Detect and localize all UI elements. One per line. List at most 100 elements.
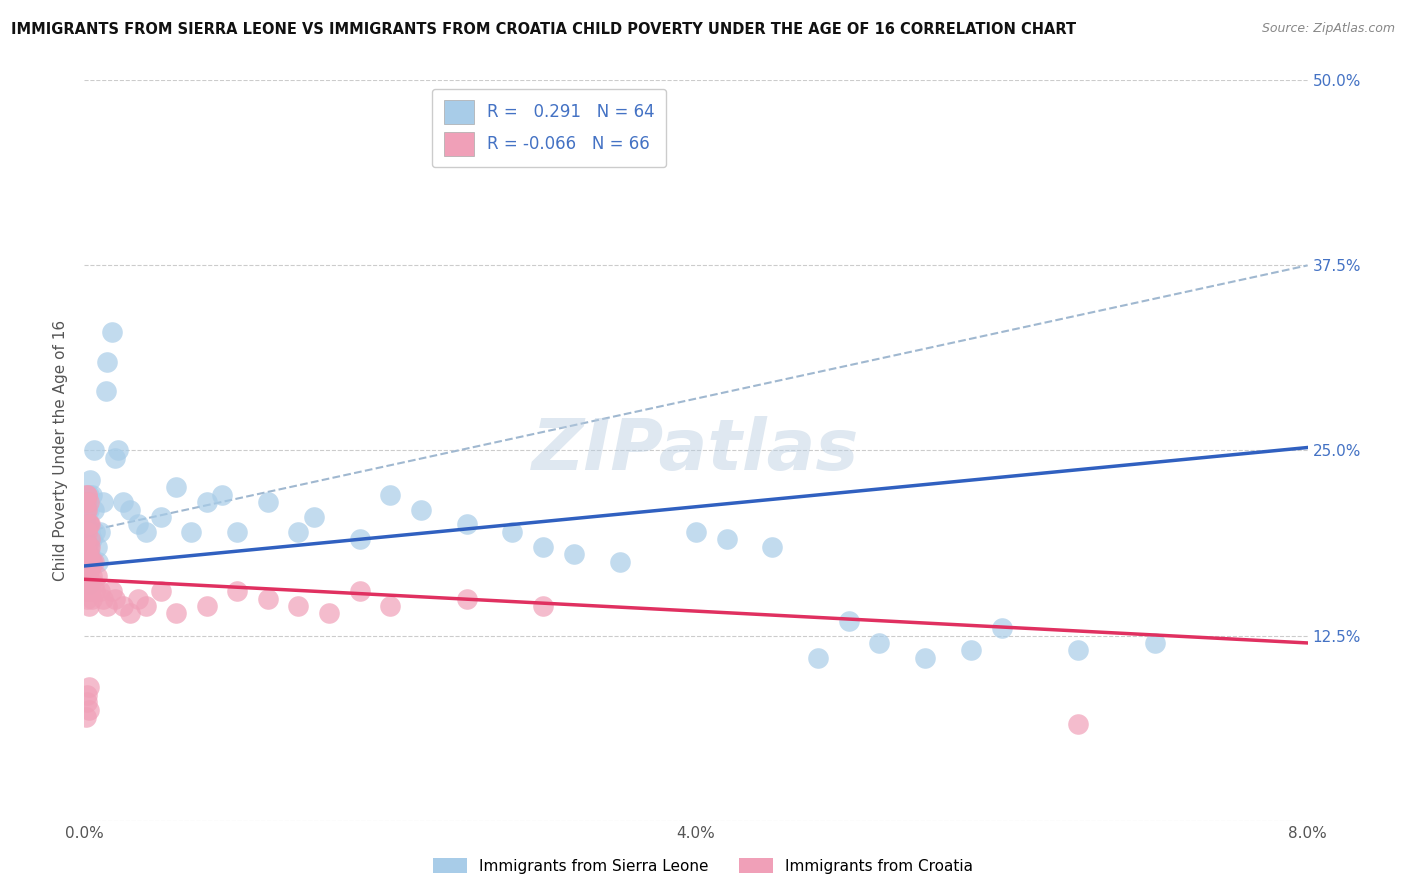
- Point: [79, 540, 101, 554]
- Point: [79, 533, 101, 547]
- Point: [1067, 717, 1090, 731]
- Point: [94, 384, 117, 399]
- Point: [77, 502, 100, 516]
- Point: [76, 547, 98, 561]
- Point: [79, 584, 101, 599]
- Point: [96, 354, 118, 368]
- Point: [91, 495, 114, 509]
- Point: [531, 599, 554, 613]
- Point: [75, 488, 97, 502]
- Point: [83, 555, 105, 569]
- Point: [120, 502, 142, 516]
- Point: [318, 607, 340, 621]
- Point: [76, 495, 98, 509]
- Point: [79, 547, 101, 561]
- Point: [76, 695, 98, 709]
- Point: [869, 636, 891, 650]
- Point: [838, 614, 860, 628]
- Point: [76, 569, 98, 583]
- Point: [75, 533, 97, 547]
- Point: [76, 495, 98, 509]
- Point: [79, 517, 101, 532]
- Point: [127, 591, 149, 606]
- Point: [77, 547, 100, 561]
- Point: [77, 562, 100, 576]
- Point: [127, 517, 149, 532]
- Point: [77, 517, 100, 532]
- Point: [76, 576, 98, 591]
- Point: [180, 524, 202, 539]
- Point: [211, 488, 233, 502]
- Point: [149, 584, 172, 599]
- Point: [502, 524, 524, 539]
- Text: IMMIGRANTS FROM SIERRA LEONE VS IMMIGRANTS FROM CROATIA CHILD POVERTY UNDER THE : IMMIGRANTS FROM SIERRA LEONE VS IMMIGRAN…: [11, 22, 1077, 37]
- Point: [165, 607, 187, 621]
- Point: [77, 703, 100, 717]
- Point: [87, 555, 110, 569]
- Text: Source: ZipAtlas.com: Source: ZipAtlas.com: [1261, 22, 1395, 36]
- Legend: Immigrants from Sierra Leone, Immigrants from Croatia: Immigrants from Sierra Leone, Immigrants…: [427, 852, 979, 880]
- Point: [79, 576, 101, 591]
- Point: [77, 495, 100, 509]
- Point: [77, 562, 100, 576]
- Point: [1067, 643, 1090, 657]
- Point: [75, 495, 97, 509]
- Point: [914, 650, 936, 665]
- Point: [83, 443, 105, 458]
- Point: [257, 495, 280, 509]
- Point: [257, 591, 280, 606]
- Point: [456, 591, 478, 606]
- Point: [77, 524, 100, 539]
- Point: [380, 488, 402, 502]
- Point: [80, 555, 103, 569]
- Legend: R =   0.291   N = 64, R = -0.066   N = 66: R = 0.291 N = 64, R = -0.066 N = 66: [432, 88, 666, 168]
- Point: [77, 576, 100, 591]
- Point: [111, 495, 134, 509]
- Point: [77, 533, 100, 547]
- Point: [75, 517, 97, 532]
- Point: [80, 533, 103, 547]
- Point: [91, 591, 114, 606]
- Point: [86, 569, 108, 583]
- Point: [1143, 636, 1166, 650]
- Point: [287, 599, 309, 613]
- Point: [77, 599, 100, 613]
- Point: [84, 524, 107, 539]
- Point: [77, 584, 100, 599]
- Point: [77, 517, 100, 532]
- Point: [111, 599, 134, 613]
- Point: [86, 540, 108, 554]
- Point: [76, 569, 98, 583]
- Point: [107, 443, 129, 458]
- Point: [135, 524, 157, 539]
- Point: [80, 569, 103, 583]
- Point: [807, 650, 830, 665]
- Point: [226, 524, 249, 539]
- Point: [83, 502, 105, 516]
- Point: [76, 576, 98, 591]
- Point: [195, 599, 218, 613]
- Point: [76, 688, 98, 702]
- Point: [101, 584, 124, 599]
- Point: [135, 599, 157, 613]
- Point: [349, 533, 371, 547]
- Point: [104, 450, 127, 465]
- Point: [76, 524, 98, 539]
- Point: [716, 533, 738, 547]
- Point: [77, 681, 100, 695]
- Point: [80, 591, 103, 606]
- Point: [101, 325, 124, 339]
- Point: [75, 502, 97, 516]
- Point: [195, 495, 218, 509]
- Point: [80, 555, 103, 569]
- Point: [104, 591, 127, 606]
- Point: [76, 540, 98, 554]
- Point: [79, 562, 101, 576]
- Point: [77, 488, 100, 502]
- Point: [991, 621, 1014, 635]
- Point: [349, 584, 371, 599]
- Point: [685, 524, 707, 539]
- Point: [76, 488, 98, 502]
- Point: [531, 540, 554, 554]
- Point: [960, 643, 983, 657]
